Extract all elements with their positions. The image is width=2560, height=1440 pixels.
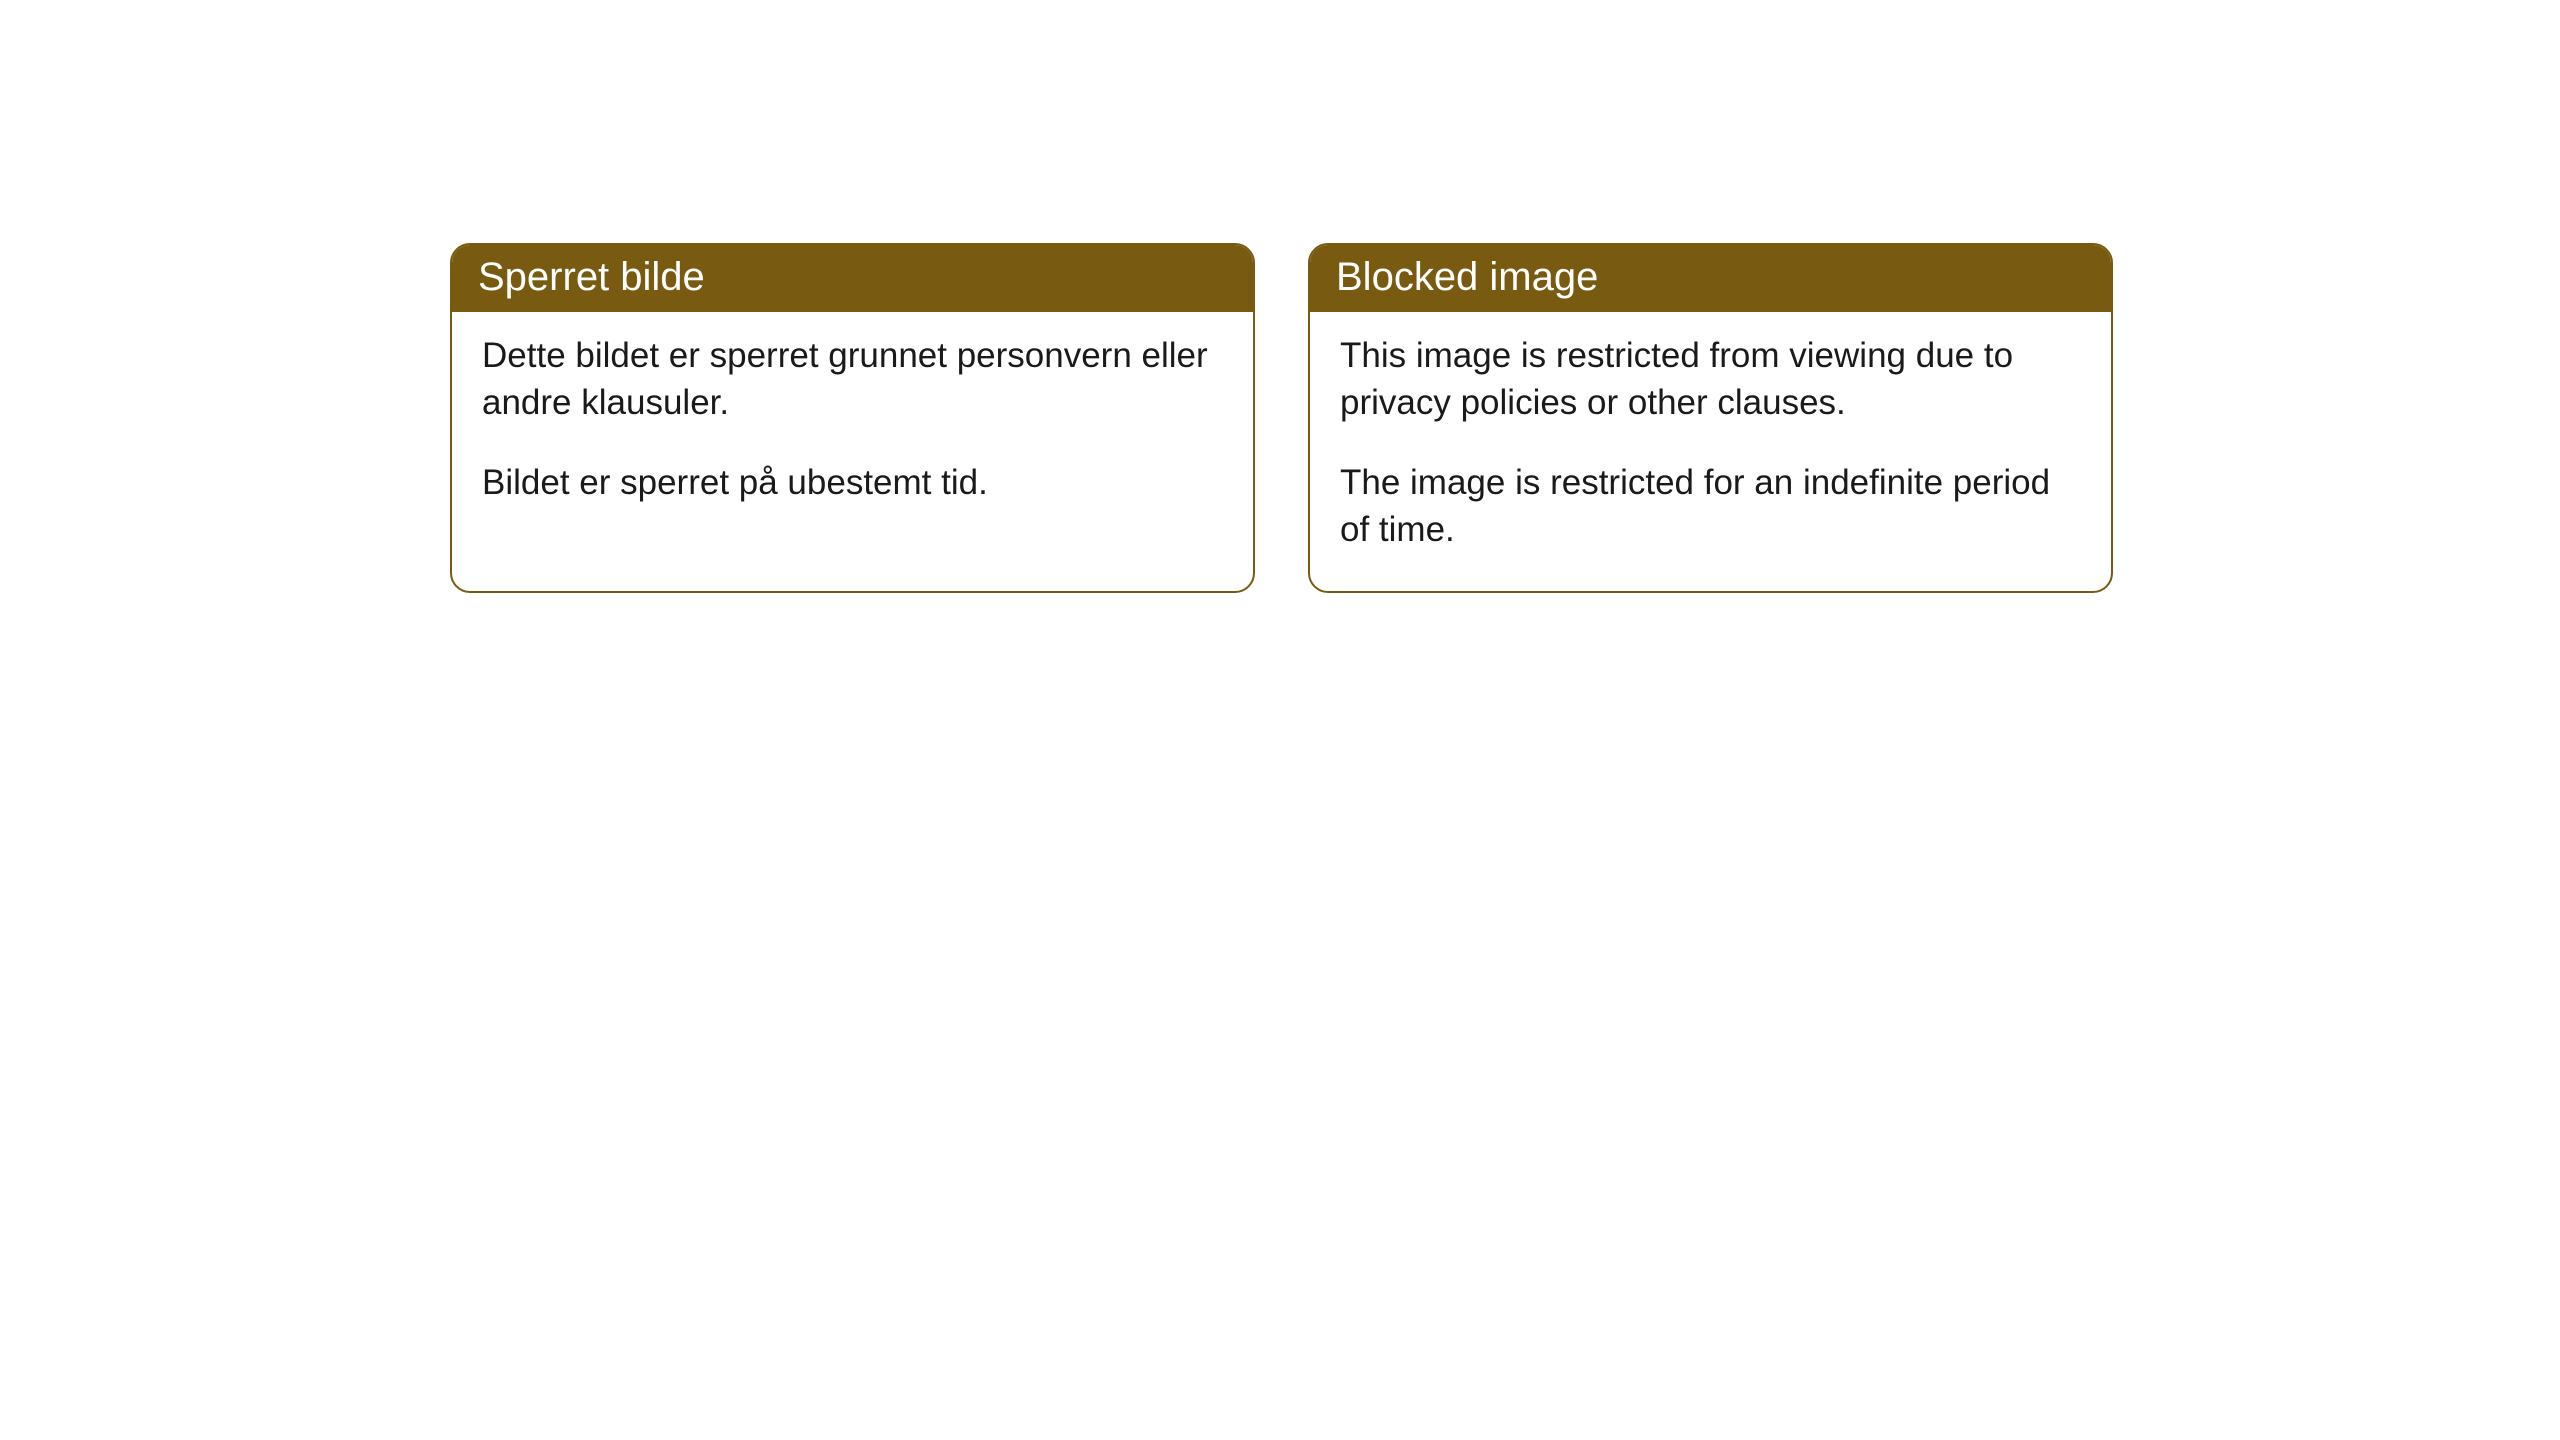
card-paragraph: Dette bildet er sperret grunnet personve…	[482, 332, 1223, 427]
card-paragraph: Bildet er sperret på ubestemt tid.	[482, 459, 1223, 506]
card-title: Blocked image	[1336, 255, 1598, 299]
card-body: This image is restricted from viewing du…	[1310, 312, 2111, 591]
card-body: Dette bildet er sperret grunnet personve…	[452, 312, 1253, 544]
card-header: Blocked image	[1310, 245, 2111, 312]
notice-card-norwegian: Sperret bilde Dette bildet er sperret gr…	[450, 243, 1255, 593]
card-paragraph: The image is restricted for an indefinit…	[1340, 459, 2081, 554]
notice-cards-container: Sperret bilde Dette bildet er sperret gr…	[450, 243, 2113, 593]
notice-card-english: Blocked image This image is restricted f…	[1308, 243, 2113, 593]
card-header: Sperret bilde	[452, 245, 1253, 312]
card-paragraph: This image is restricted from viewing du…	[1340, 332, 2081, 427]
card-title: Sperret bilde	[478, 255, 705, 299]
